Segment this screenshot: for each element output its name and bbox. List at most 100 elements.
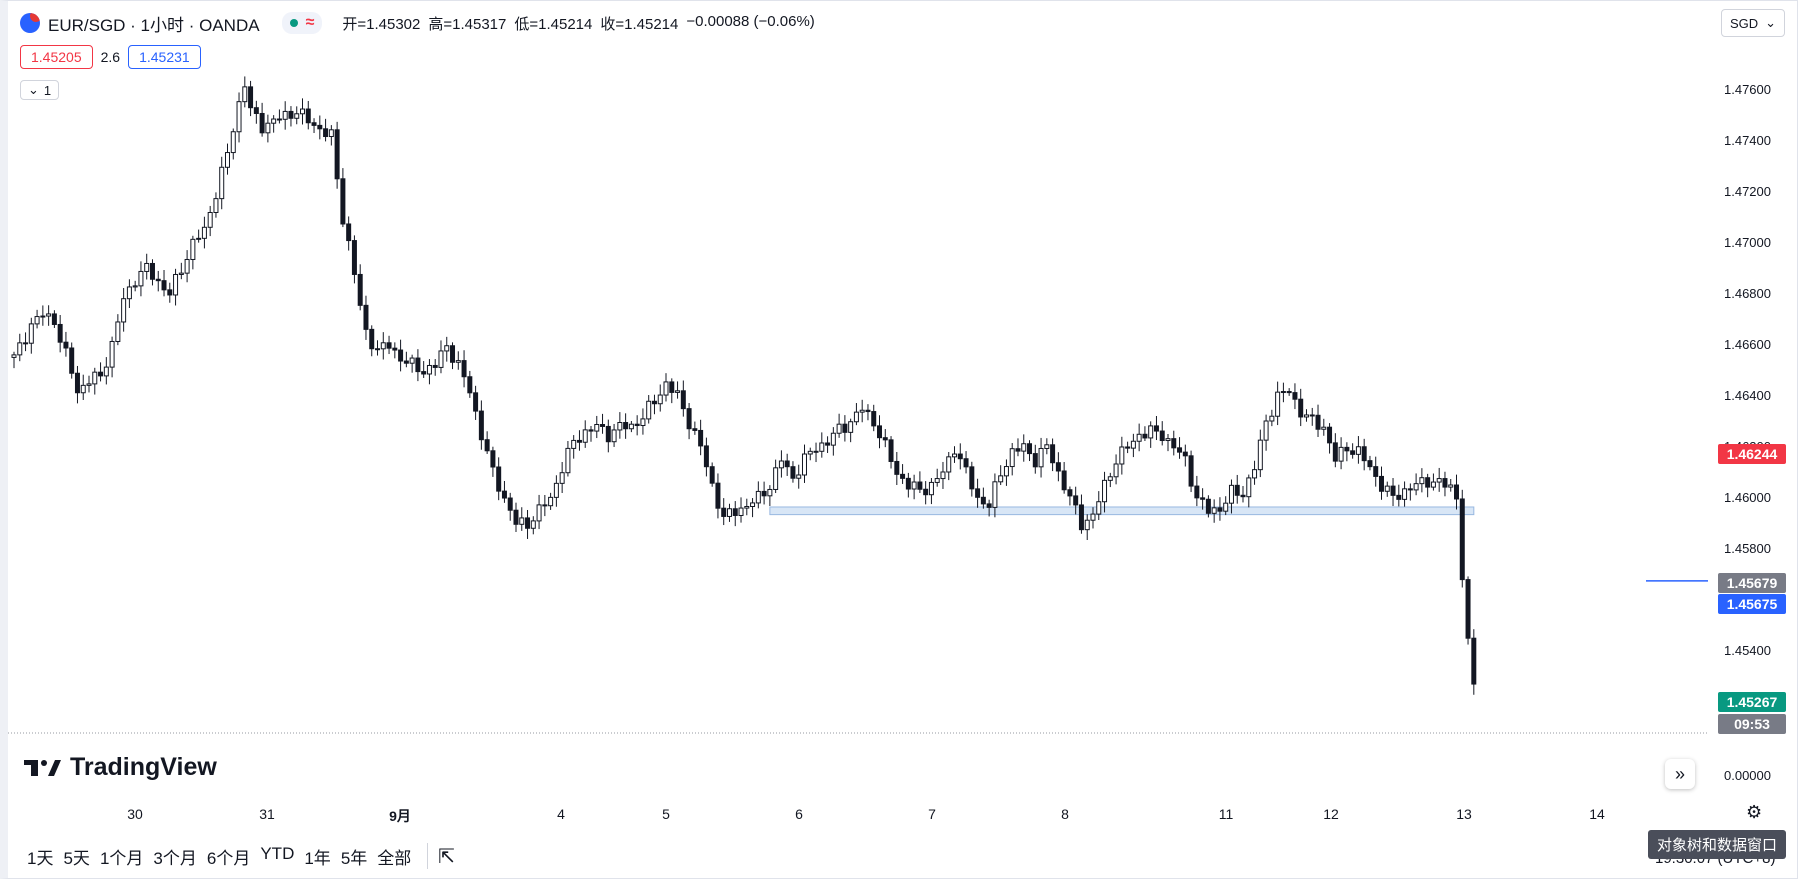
candle-down [513, 509, 519, 525]
market-status-pill[interactable]: ≈ [281, 12, 323, 34]
range-button[interactable]: 5年 [340, 848, 368, 868]
candle-up [1384, 485, 1390, 492]
price-axis-label: 1.47400 [1724, 133, 1771, 149]
candle-down [917, 481, 923, 490]
candle-down [882, 437, 888, 441]
buy-button[interactable]: 1.45231 [128, 45, 201, 69]
candle-up [1102, 479, 1108, 503]
candle-down [1015, 448, 1021, 452]
currency-select[interactable]: SGD ⌄ [1721, 9, 1785, 37]
candle-down [1292, 392, 1298, 400]
candle-up [617, 422, 623, 431]
range-button[interactable]: 5天 [63, 848, 90, 868]
price-chart[interactable] [8, 0, 1708, 760]
candle-up [1021, 443, 1027, 452]
candle-down [1465, 579, 1471, 639]
candle-up [1257, 439, 1263, 471]
scroll-to-latest-button[interactable]: » [1665, 759, 1695, 789]
candle-down [963, 458, 969, 468]
candle-up [1044, 444, 1050, 449]
candle-down [1050, 444, 1056, 464]
bid-ask-panel: 1.45205 2.6 1.45231 [20, 45, 201, 69]
candle-down [392, 347, 398, 351]
candle-down [1171, 438, 1177, 449]
countdown-tag: 09:53 [1718, 714, 1786, 734]
chevron-down-icon: ⌄ [28, 82, 39, 97]
candle-up [755, 490, 761, 504]
candle-up [426, 364, 432, 375]
range-button[interactable]: 3个月 [153, 848, 197, 868]
candle-up [536, 504, 542, 522]
indicators-collapse-button[interactable]: ⌄ 1 [20, 80, 60, 100]
candle-down [588, 429, 594, 432]
candle-up [190, 238, 196, 260]
candle-down [351, 240, 357, 275]
candle-down [605, 425, 611, 443]
candle-up [1009, 448, 1015, 468]
candle-down [161, 280, 167, 291]
candle-down [467, 376, 473, 394]
candle-down [1153, 425, 1159, 432]
market-open-icon [289, 19, 298, 27]
candle-up [859, 409, 865, 413]
candle-down [669, 381, 675, 393]
candle-down [698, 429, 704, 447]
tradingview-logo[interactable]: TradingView [24, 753, 217, 782]
candle-up [144, 262, 150, 272]
candle-down [403, 360, 409, 364]
candle-up [294, 113, 300, 119]
candle-up [444, 345, 450, 352]
goto-date-icon[interactable]: ⇱ [438, 845, 456, 868]
candle-down [1177, 447, 1183, 453]
price-axis-label: 1.47600 [1724, 82, 1771, 98]
candle-down [1200, 497, 1206, 500]
candle-down [634, 423, 640, 427]
range-button[interactable]: YTD [260, 843, 295, 863]
candle-up [242, 86, 248, 103]
candle-down [63, 341, 69, 349]
range-button[interactable]: 1年 [304, 848, 331, 868]
candle-up [1228, 484, 1234, 504]
range-button[interactable]: 1个月 [99, 848, 144, 868]
candle-up [952, 453, 958, 458]
candle-up [34, 316, 40, 325]
data-delay-icon: ≈ [305, 14, 315, 31]
time-axis-label: 7 [928, 806, 936, 822]
candle-down [346, 223, 352, 242]
candle-down [865, 409, 871, 413]
candle-up [86, 383, 92, 386]
price-axis-label: 1.47000 [1724, 235, 1771, 251]
symbol-title[interactable]: EUR/SGD · 1小时 · OANDA [48, 15, 260, 35]
time-axis-label: 31 [259, 806, 275, 822]
candle-down [1125, 446, 1131, 449]
range-button[interactable]: 1天 [27, 848, 54, 868]
candle-up [28, 323, 34, 344]
range-button[interactable]: 6个月 [206, 848, 251, 868]
candle-down [386, 342, 392, 349]
candle-up [675, 390, 681, 393]
candle-down [825, 442, 831, 446]
candle-up [1402, 488, 1408, 500]
candle-up [132, 285, 138, 288]
candle-up [628, 423, 634, 430]
candle-down [450, 345, 456, 363]
sell-button[interactable]: 1.45205 [20, 45, 93, 69]
candle-down [1442, 478, 1448, 488]
candle-up [744, 505, 750, 509]
candle-down [69, 347, 75, 374]
range-button[interactable]: 全部 [377, 848, 412, 868]
candle-down [421, 371, 427, 375]
candle-up [778, 460, 784, 469]
candle-down [473, 392, 479, 412]
candle-down [1188, 455, 1194, 487]
candle-up [1223, 502, 1229, 512]
candle-down [703, 445, 709, 468]
candle-up [646, 400, 652, 420]
candle-up [438, 350, 444, 368]
candle-up [1303, 414, 1309, 418]
candle-down [969, 466, 975, 490]
chart-settings-icon[interactable]: ⚙ [1746, 802, 1763, 822]
candle-down [651, 400, 657, 405]
candle-down [1194, 485, 1200, 499]
candle-down [1344, 446, 1350, 452]
